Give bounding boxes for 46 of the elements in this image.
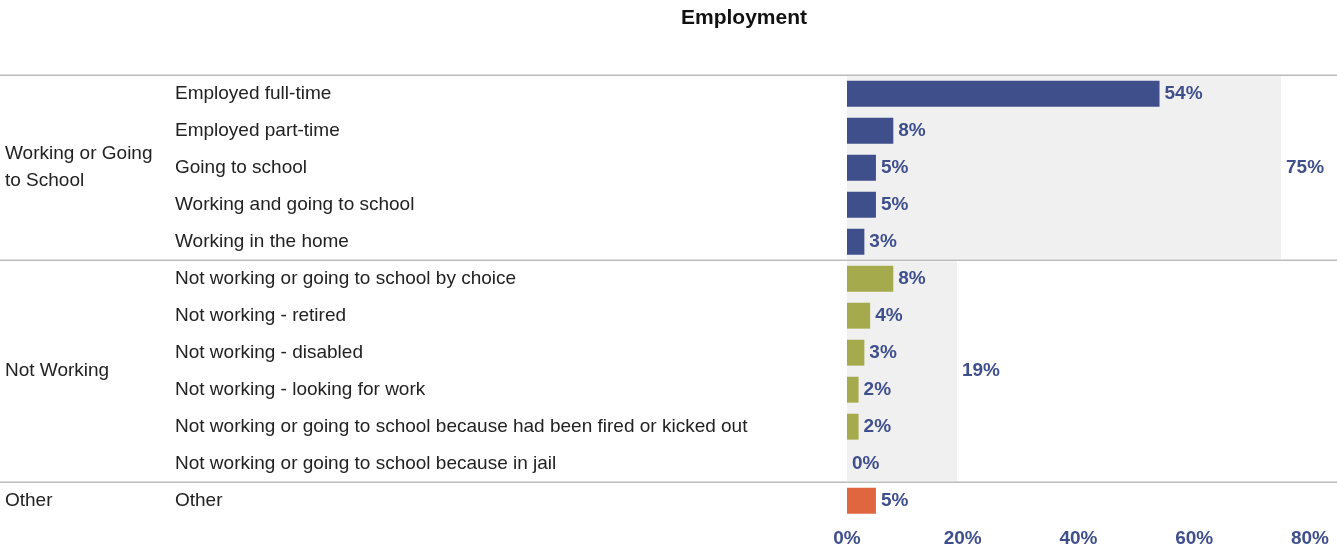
text: Other [5,488,54,510]
bar [847,413,859,440]
data-label: 5% [880,155,909,177]
data-label: 8% [898,118,926,140]
bar [847,117,894,144]
y-tick-label: Not working - disabled [175,340,363,362]
x-tick-label: 80% [1290,526,1330,548]
x-tick-label: 40% [1059,526,1098,548]
text: Not Working [5,359,110,381]
data-label: 2% [863,377,892,399]
chart-title: Employment [680,5,808,29]
data-label: 5% [880,488,909,510]
y-tick-label: Employed full-time [175,81,332,103]
text: Working or Going to School [5,142,153,191]
y-tick-label: Working and going to school [175,192,415,214]
data-label: 2% [863,414,892,436]
y-tick-label: Not working or going to school because had been fired or kicked out [175,414,749,436]
data-label: 54% [1164,81,1203,103]
y-tick-label: Not working - retired [175,303,347,325]
data-label: 3% [869,340,897,362]
data-label: 8% [898,266,926,288]
y-tick-label: Other [175,488,224,510]
data-label: 0% [852,451,880,473]
bar [847,265,894,292]
bar [847,154,876,181]
y-tick-label: Employed part-time [175,118,340,140]
y-tick-label: Not working - looking for work [175,377,426,399]
band-label: 75% [1286,155,1325,177]
y-tick-label: Working in the home [175,229,349,251]
x-tick-label: 60% [1175,526,1214,548]
bar [847,80,1160,107]
data-label: 4% [875,303,903,325]
x-tick-label: 0% [833,526,861,548]
data-label: 3% [869,229,897,251]
bar [847,376,859,403]
bar [847,228,865,255]
bar [847,339,865,366]
data-label: 5% [880,192,909,214]
band-label: 19% [961,359,1001,381]
bar [847,487,876,514]
bar [847,302,871,329]
y-tick-label: Going to school [175,155,308,177]
y-tick-label: Not working or going to school by choice [175,266,517,288]
y-tick-label: Not working or going to school because in jail [175,451,557,473]
bar [847,191,876,218]
x-tick-label: 20% [943,526,982,548]
